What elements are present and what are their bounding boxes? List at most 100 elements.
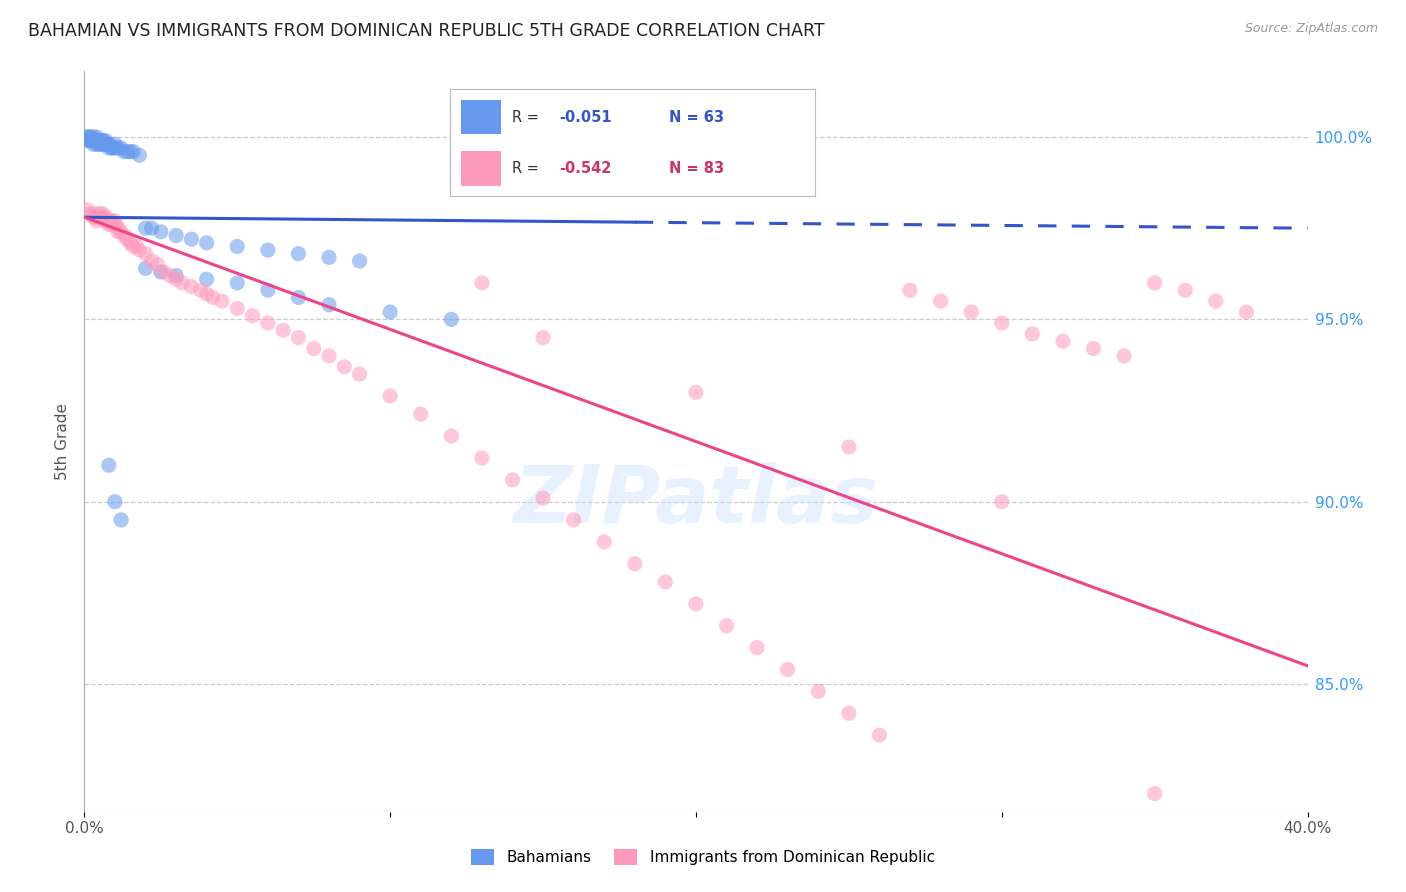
Point	[94, 137, 117, 152]
Point	[349, 254, 371, 268]
Point	[226, 301, 249, 316]
Point	[79, 134, 101, 148]
Point	[624, 557, 647, 571]
Point	[149, 265, 172, 279]
Point	[110, 225, 132, 239]
Point	[104, 494, 127, 508]
Point	[1174, 283, 1197, 297]
Point	[104, 141, 127, 155]
Point	[195, 272, 218, 286]
Point	[101, 141, 124, 155]
Point	[141, 254, 163, 268]
Point	[110, 513, 132, 527]
Point	[159, 268, 181, 283]
Point	[409, 407, 432, 421]
Point	[112, 228, 135, 243]
FancyBboxPatch shape	[461, 100, 501, 134]
Point	[94, 137, 117, 152]
Point	[195, 235, 218, 250]
Point	[716, 618, 738, 632]
Point	[79, 130, 101, 145]
Point	[89, 211, 111, 225]
Point	[898, 283, 921, 297]
Point	[318, 349, 340, 363]
Point	[838, 706, 860, 721]
Text: R =: R =	[512, 161, 544, 176]
Point	[838, 440, 860, 454]
Point	[287, 290, 309, 304]
Point	[89, 134, 111, 148]
Text: N = 63: N = 63	[669, 110, 724, 125]
Point	[76, 202, 98, 217]
Point	[271, 323, 294, 337]
Point	[172, 276, 194, 290]
Point	[685, 385, 707, 400]
Point	[122, 239, 145, 253]
Point	[333, 359, 356, 374]
Text: -0.051: -0.051	[560, 110, 612, 125]
Text: ZIPatlas: ZIPatlas	[513, 462, 879, 540]
Point	[128, 243, 150, 257]
Point	[97, 218, 120, 232]
Point	[125, 239, 148, 253]
Point	[107, 221, 129, 235]
Point	[83, 137, 105, 152]
Point	[287, 330, 309, 344]
Point	[89, 137, 111, 152]
Point	[440, 312, 463, 326]
Point	[190, 283, 212, 297]
Point	[149, 225, 172, 239]
Point	[91, 134, 114, 148]
Point	[97, 458, 120, 473]
Point	[86, 130, 108, 145]
Point	[318, 298, 340, 312]
Point	[110, 141, 132, 155]
Text: R =: R =	[512, 110, 544, 125]
Point	[257, 283, 280, 297]
Point	[135, 246, 157, 260]
Point	[94, 211, 117, 225]
Point	[562, 513, 585, 527]
Point	[807, 684, 830, 698]
Point	[257, 243, 280, 257]
Point	[991, 316, 1014, 330]
Point	[101, 214, 124, 228]
Point	[83, 130, 105, 145]
Text: -0.542: -0.542	[560, 161, 612, 176]
Point	[960, 305, 983, 319]
Point	[86, 211, 108, 225]
Point	[83, 134, 105, 148]
Point	[257, 316, 280, 330]
Point	[79, 130, 101, 145]
Point	[1205, 294, 1227, 309]
Point	[86, 134, 108, 148]
Point	[135, 261, 157, 276]
Point	[89, 134, 111, 148]
Point	[83, 211, 105, 225]
Point	[226, 276, 249, 290]
Point	[201, 290, 224, 304]
Point	[76, 134, 98, 148]
Point	[349, 367, 371, 381]
Text: Source: ZipAtlas.com: Source: ZipAtlas.com	[1244, 22, 1378, 36]
Point	[89, 206, 111, 220]
Y-axis label: 5th Grade: 5th Grade	[55, 403, 70, 480]
Point	[91, 206, 114, 220]
Point	[1236, 305, 1258, 319]
Point	[1143, 276, 1166, 290]
Point	[1143, 787, 1166, 801]
Text: BAHAMIAN VS IMMIGRANTS FROM DOMINICAN REPUBLIC 5TH GRADE CORRELATION CHART: BAHAMIAN VS IMMIGRANTS FROM DOMINICAN RE…	[28, 22, 825, 40]
Point	[1114, 349, 1136, 363]
Point	[242, 309, 264, 323]
Point	[120, 235, 142, 250]
Point	[747, 640, 769, 655]
Point	[83, 134, 105, 148]
Point	[991, 494, 1014, 508]
Point	[128, 148, 150, 162]
Point	[211, 294, 233, 309]
Point	[1052, 334, 1074, 349]
Point	[318, 251, 340, 265]
Point	[115, 232, 138, 246]
Point	[107, 225, 129, 239]
Point	[89, 137, 111, 152]
